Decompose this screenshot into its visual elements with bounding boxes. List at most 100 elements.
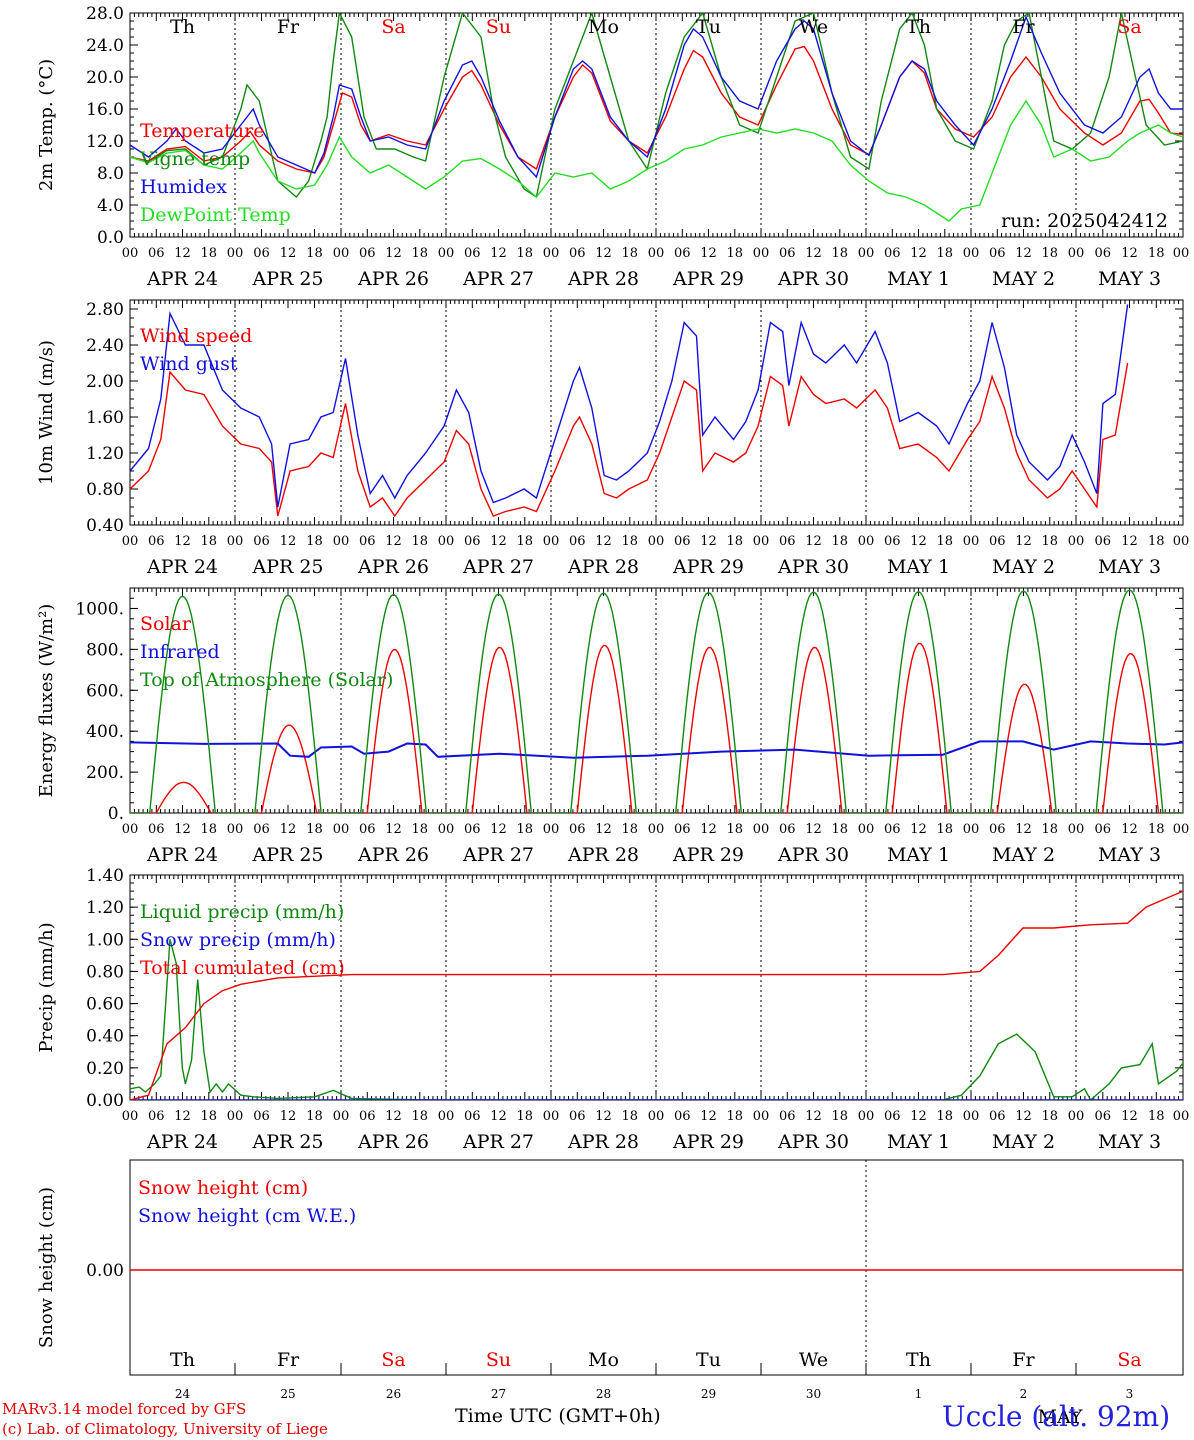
x-hour-label: 12 — [1015, 1109, 1032, 1124]
x-minor-ticks — [129, 300, 1179, 525]
x-hour-label: 12 — [595, 246, 612, 261]
x-hour-label: 12 — [700, 822, 717, 837]
day-number-label: 26 — [386, 1387, 401, 1401]
day-number-label: 24 — [175, 1387, 191, 1401]
legend-entry: Top of Atmosphere (Solar) — [140, 669, 393, 691]
x-date-label: APR 26 — [357, 556, 429, 578]
day-name-label: Sa — [1117, 16, 1141, 38]
day-number-label: 29 — [701, 1387, 716, 1401]
x-hour-label: 06 — [989, 822, 1006, 837]
y-axis-label: Energy fluxes (W/m²) — [36, 604, 57, 798]
x-hour-label: 18 — [936, 246, 953, 261]
x-hour-label: 18 — [306, 534, 323, 549]
x-hour-label: 00 — [122, 822, 139, 837]
x-hour-label: 18 — [936, 1109, 953, 1124]
y-tick-label: 0.40 — [86, 516, 124, 536]
x-hour-label: 18 — [726, 822, 743, 837]
x-hour-label: 00 — [858, 534, 875, 549]
legend-entry: Snow height (cm) — [138, 1177, 308, 1199]
x-date-label: APR 25 — [251, 1131, 323, 1153]
y-tick-label: 1.20 — [86, 444, 124, 464]
x-date-label: APR 28 — [567, 844, 639, 866]
series-line-solar — [130, 642, 1183, 813]
x-hour-label: 18 — [1041, 246, 1058, 261]
x-date-label: APR 29 — [672, 556, 744, 578]
x-date-label: APR 30 — [777, 556, 849, 578]
day-name-label: Th — [906, 1349, 931, 1371]
x-date-label: APR 30 — [777, 268, 849, 290]
x-hour-label: 00 — [1173, 246, 1190, 261]
model-credit-line: MARv3.14 model forced by GFS — [2, 1400, 247, 1418]
x-hour-label: 06 — [569, 1109, 586, 1124]
x-date-label: APR 29 — [672, 844, 744, 866]
day-number-label: 30 — [806, 1387, 821, 1401]
x-hour-label: 00 — [1068, 246, 1085, 261]
day-name-label: Th — [170, 1349, 195, 1371]
x-hour-label: 00 — [1068, 822, 1085, 837]
x-date-label: APR 29 — [672, 1131, 744, 1153]
x-hour-label: 18 — [200, 1109, 217, 1124]
y-tick-label: 1000. — [75, 599, 124, 619]
x-date-label: APR 27 — [462, 1131, 534, 1153]
y-tick-label: 600. — [86, 681, 124, 701]
x-axis-title: Time UTC (GMT+0h) — [455, 1405, 661, 1427]
x-hour-label: 00 — [963, 534, 980, 549]
run-label: run: 2025042412 — [1001, 210, 1168, 232]
x-hour-label: 12 — [490, 534, 507, 549]
y-tick-label: 2.00 — [86, 372, 124, 392]
x-hour-label: 12 — [280, 534, 297, 549]
x-hour-label: 12 — [910, 822, 927, 837]
day-name-label: Su — [486, 1349, 511, 1371]
x-hour-label: 12 — [174, 1109, 191, 1124]
x-hour-label: 12 — [910, 246, 927, 261]
x-hour-label: 18 — [1148, 822, 1165, 837]
x-hour-label: 00 — [648, 822, 665, 837]
x-hour-label: 18 — [726, 534, 743, 549]
x-hour-label: 18 — [831, 534, 848, 549]
x-hour-label: 18 — [1041, 534, 1058, 549]
series-layer — [130, 304, 1129, 518]
series-layer — [130, 589, 1183, 813]
legend-entry: Total cumulated (cm) — [140, 957, 345, 979]
x-hour-label: 18 — [726, 1109, 743, 1124]
x-hour-label: 18 — [621, 246, 638, 261]
x-date-label: APR 28 — [567, 556, 639, 578]
series-line-wind-gust — [130, 304, 1129, 508]
x-hour-label: 00 — [438, 534, 455, 549]
chart-panel-2: 0.40 0.80 1.20 1.60 2.00 2.40 2.80 10m Wind (m/… — [36, 299, 1189, 578]
x-hour-label: 12 — [1121, 534, 1138, 549]
x-hour-label: 00 — [543, 1109, 560, 1124]
x-hour-label: 00 — [543, 246, 560, 261]
legend-entry: Wind speed — [140, 325, 252, 347]
x-hour-label: 06 — [779, 534, 796, 549]
x-hour-label: 12 — [700, 1109, 717, 1124]
x-minor-ticks — [129, 588, 1179, 813]
x-hour-label: 06 — [674, 1109, 691, 1124]
x-hour-label: 12 — [280, 822, 297, 837]
y-tick-label: 1.40 — [86, 866, 124, 886]
x-hour-label: 18 — [411, 246, 428, 261]
station-label: Uccle (alt. 92m) — [942, 1400, 1171, 1433]
x-date-label: APR 24 — [146, 844, 218, 866]
day-name-label: We — [799, 1349, 828, 1371]
x-hour-label: 18 — [1148, 246, 1165, 261]
day-name-label: Mo — [588, 16, 619, 38]
y-tick-label: 0.40 — [86, 1027, 124, 1047]
x-hour-label: 06 — [989, 534, 1006, 549]
legend-entry: Humidex — [140, 176, 227, 198]
y-axis-label: 2m Temp. (°C) — [36, 59, 57, 191]
x-date-label: APR 26 — [357, 1131, 429, 1153]
x-hour-label: 00 — [1173, 822, 1190, 837]
x-date-label: MAY 3 — [1098, 1131, 1161, 1153]
series-layer — [130, 890, 1183, 1100]
x-day-ticks — [129, 1363, 1184, 1375]
day-name-label: Tu — [696, 1349, 721, 1371]
x-date-label: MAY 1 — [887, 1131, 950, 1153]
x-hour-label: 12 — [385, 822, 402, 837]
x-hour-label: 18 — [411, 822, 428, 837]
x-hour-label: 00 — [753, 246, 770, 261]
x-date-label: APR 30 — [777, 1131, 849, 1153]
x-hour-label: 06 — [1094, 246, 1111, 261]
y-tick-label: 2.80 — [86, 300, 124, 320]
